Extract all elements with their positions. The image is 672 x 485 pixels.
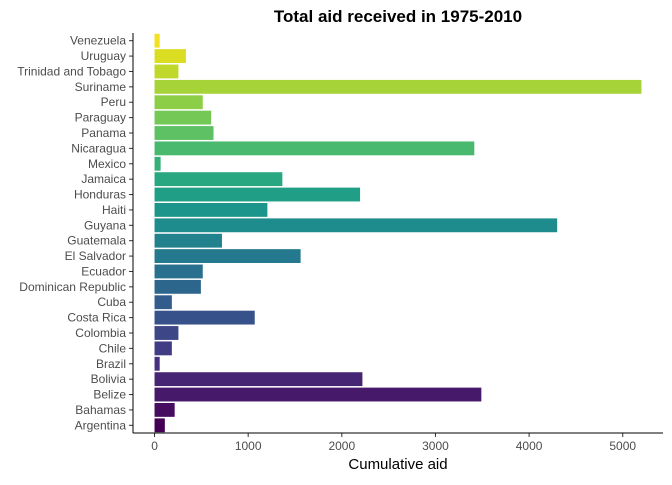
bar-dominican-republic xyxy=(154,279,201,294)
x-tick-label: 1000 xyxy=(235,439,262,453)
bar-belize xyxy=(154,387,482,402)
bar-colombia xyxy=(154,326,179,340)
bar-bolivia xyxy=(154,372,363,387)
y-tick-label: Colombia xyxy=(75,326,126,340)
y-tick-label: Cuba xyxy=(97,295,126,309)
y-tick-label: El Salvador xyxy=(65,249,126,263)
y-tick-label: Chile xyxy=(99,341,127,355)
bars-group xyxy=(154,33,642,433)
x-tick-label: 3000 xyxy=(422,439,449,453)
bar-costa-rica xyxy=(154,310,255,325)
y-tick-label: Mexico xyxy=(88,157,126,171)
y-tick-label: Belize xyxy=(93,388,126,402)
bar-el-salvador xyxy=(154,249,301,263)
bar-brazil xyxy=(154,356,160,371)
bar-uruguay xyxy=(154,49,186,63)
bar-venezuela xyxy=(154,33,160,48)
bar-suriname xyxy=(154,79,642,94)
x-tick-label: 5000 xyxy=(609,439,636,453)
bar-ecuador xyxy=(154,264,203,279)
y-tick-label: Venezuela xyxy=(70,34,126,48)
bar-panama xyxy=(154,126,214,140)
y-tick-label: Jamaica xyxy=(81,172,126,186)
y-tick-label: Argentina xyxy=(75,418,127,432)
y-tick-label: Uruguay xyxy=(81,49,126,63)
y-tick-label: Haiti xyxy=(102,203,126,217)
x-tick-label: 4000 xyxy=(516,439,543,453)
chart-title: Total aid received in 1975-2010 xyxy=(274,7,522,26)
bar-peru xyxy=(154,95,203,110)
bar-nicaragua xyxy=(154,141,475,156)
bar-paraguay xyxy=(154,110,212,125)
y-tick-label: Peru xyxy=(101,95,126,109)
y-tick-label: Guatemala xyxy=(67,234,126,248)
bar-trinidad-and-tobago xyxy=(154,64,179,79)
x-tick-label: 0 xyxy=(151,439,158,453)
y-tick-label: Suriname xyxy=(75,80,127,94)
bar-bahamas xyxy=(154,403,175,417)
y-tick-label: Brazil xyxy=(96,357,126,371)
bar-honduras xyxy=(154,187,361,202)
y-tick-label: Dominican Republic xyxy=(19,280,126,294)
y-tick-label: Ecuador xyxy=(81,264,126,278)
y-tick-label: Nicaragua xyxy=(71,141,126,155)
x-axis-ticks: 0 1000 2000 3000 4000 5000 xyxy=(151,433,636,453)
y-tick-label: Honduras xyxy=(74,188,126,202)
y-tick-label: Bahamas xyxy=(75,403,126,417)
bar-mexico xyxy=(154,156,161,171)
y-tick-label: Paraguay xyxy=(75,111,126,125)
x-tick-label: 2000 xyxy=(328,439,355,453)
y-tick-label: Bolivia xyxy=(91,372,127,386)
y-tick-label: Panama xyxy=(81,126,126,140)
bar-haiti xyxy=(154,203,268,217)
bar-jamaica xyxy=(154,172,283,187)
y-tick-label: Guyana xyxy=(84,218,126,232)
y-tick-label: Costa Rica xyxy=(67,311,126,325)
bar-chile xyxy=(154,341,172,356)
bar-argentina xyxy=(154,418,165,433)
bar-cuba xyxy=(154,295,172,310)
bar-guatemala xyxy=(154,233,222,248)
bar-guyana xyxy=(154,218,558,233)
y-tick-label: Trinidad and Tobago xyxy=(17,64,126,78)
x-axis-title: Cumulative aid xyxy=(348,456,447,473)
